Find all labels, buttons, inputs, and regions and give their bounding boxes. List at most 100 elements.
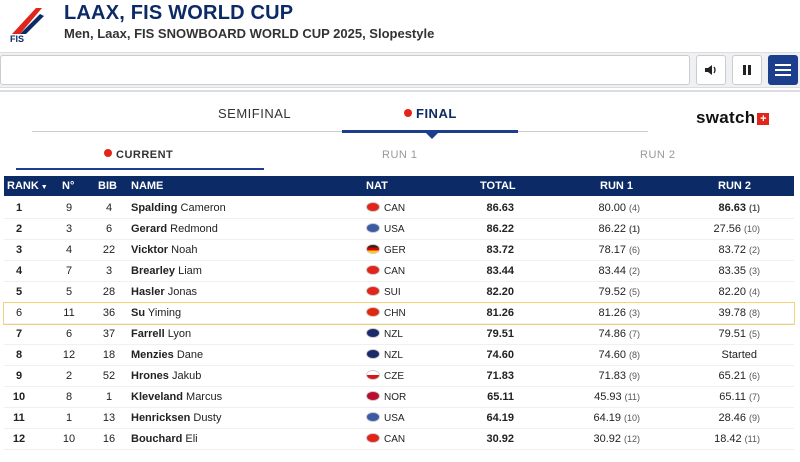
table-row[interactable]: 5 5 28 Hasler Jonas SUI 82.20 79.52 (5) 8…: [4, 282, 794, 303]
run2-cell: 65.11 (7): [719, 391, 760, 403]
flag-icon: [366, 349, 380, 359]
table-row[interactable]: 12 10 16 Bouchard Eli CAN 30.92 30.92 (12…: [4, 429, 794, 450]
total-cell: 82.20: [486, 286, 514, 298]
svg-text:FIS: FIS: [10, 34, 24, 44]
rank-cell: 5: [15, 286, 23, 298]
rank-cell: 2: [15, 223, 23, 235]
total-cell: 64.19: [486, 412, 514, 424]
run1-cell: 81.26 (3): [598, 307, 640, 319]
athlete-name[interactable]: Brearley Liam: [131, 265, 202, 277]
no-cell: 7: [65, 265, 73, 277]
nation-cell: CHN: [366, 307, 406, 319]
table-row[interactable]: 7 6 37 Farrell Lyon NZL 79.51 74.86 (7) 7…: [4, 324, 794, 345]
no-cell: 5: [65, 286, 73, 298]
tab-final-label: FINAL: [416, 106, 457, 121]
table-row[interactable]: 9 2 52 Hrones Jakub CZE 71.83 71.83 (9) 6…: [4, 366, 794, 387]
run1-cell: 83.44 (2): [598, 265, 640, 277]
table-row[interactable]: 3 4 22 Vicktor Noah GER 83.72 78.17 (6) 8…: [4, 240, 794, 261]
run2-cell: 27.56 (10): [713, 223, 760, 235]
athlete-name[interactable]: Bouchard Eli: [131, 433, 198, 445]
run1-cell: 64.19 (10): [593, 412, 640, 424]
bib-cell: 4: [105, 202, 113, 214]
table-row[interactable]: 11 1 13 Henricksen Dusty USA 64.19 64.19…: [4, 408, 794, 429]
nation-cell: SUI: [366, 286, 401, 298]
menu-button[interactable]: [768, 55, 798, 85]
results-table-header: RANK ▼ N° BIB NAME NAT TOTAL RUN 1 RUN 2: [4, 176, 794, 196]
athlete-name[interactable]: Su Yiming: [131, 307, 182, 319]
tab-semifinal[interactable]: SEMIFINAL: [218, 106, 292, 121]
fis-logo-icon[interactable]: FIS: [6, 4, 50, 44]
header-no: N°: [62, 180, 75, 192]
hamburger-icon: [775, 64, 791, 76]
bib-cell: 18: [102, 349, 116, 361]
run1-cell: 74.60 (8): [598, 349, 640, 361]
athlete-name[interactable]: Kleveland Marcus: [131, 391, 223, 403]
table-row[interactable]: 1 9 4 Spalding Cameron CAN 86.63 80.00 (4…: [4, 198, 794, 219]
athlete-name[interactable]: Vicktor Noah: [131, 244, 198, 256]
tabs-divider: [32, 131, 648, 132]
nation-cell: NZL: [366, 328, 403, 340]
tab-final[interactable]: FINAL: [404, 106, 457, 121]
page-title: LAAX, FIS WORLD CUP: [64, 2, 294, 24]
no-cell: 8: [65, 391, 73, 403]
athlete-name[interactable]: Hrones Jakub: [131, 370, 202, 382]
header-total: TOTAL: [480, 180, 516, 192]
rank-cell: 6: [15, 307, 23, 319]
athlete-name[interactable]: Farrell Lyon: [131, 328, 192, 340]
athlete-name[interactable]: Henricksen Dusty: [131, 412, 222, 424]
athlete-name[interactable]: Spalding Cameron: [131, 202, 226, 214]
total-cell: 65.11: [487, 391, 514, 403]
total-cell: 81.26: [486, 307, 514, 319]
rank-cell: 8: [15, 349, 23, 361]
table-row[interactable]: 2 3 6 Gerard Redmond USA 86.22 86.22 (1) …: [4, 219, 794, 240]
subtab-run2[interactable]: RUN 2: [640, 149, 676, 161]
run1-cell: 78.17 (6): [598, 244, 640, 256]
table-row-highlighted[interactable]: 6 11 36 Su Yiming CHN 81.26 81.26 (3) 39.…: [3, 302, 795, 325]
subtab-indicator: [16, 168, 264, 170]
rank-cell: 11: [13, 412, 25, 424]
athlete-name[interactable]: Menzies Dane: [131, 349, 204, 361]
athlete-name[interactable]: Hasler Jonas: [131, 286, 198, 298]
header-nat: NAT: [366, 180, 388, 192]
pause-button[interactable]: [732, 55, 762, 85]
table-row[interactable]: 10 8 1 Kleveland Marcus NOR 65.11 45.93(…: [4, 387, 794, 408]
bib-cell: 36: [102, 307, 116, 319]
table-row[interactable]: 4 7 3 Brearley Liam CAN 83.44 83.44 (2) 8…: [4, 261, 794, 282]
run1-cell: 86.22 (1): [598, 223, 640, 235]
run1-cell: 30.92 (12): [593, 433, 640, 445]
run1-cell: 80.00 (4): [598, 202, 640, 214]
nation-cell: USA: [366, 223, 405, 235]
nation-cell: CZE: [366, 370, 404, 382]
rank-cell: 7: [15, 328, 23, 340]
subtab-current[interactable]: CURRENT: [104, 149, 173, 161]
table-row[interactable]: 8 12 18 Menzies Dane NZL 74.60 74.60 (8) …: [4, 345, 794, 366]
live-dot-icon: [404, 109, 412, 117]
rank-cell: 1: [15, 202, 23, 214]
run2-cell: 18.42 (11): [714, 433, 760, 445]
bib-cell: 37: [102, 328, 116, 340]
flag-icon: [366, 370, 380, 380]
results-table-body: 1 9 4 Spalding Cameron CAN 86.63 80.00 (4…: [3, 198, 795, 450]
no-cell: 2: [65, 370, 73, 382]
header-rank[interactable]: RANK ▼: [7, 180, 48, 192]
athlete-name[interactable]: Gerard Redmond: [131, 223, 218, 235]
header-run1: RUN 1: [600, 180, 634, 192]
run2-cell: 39.78 (8): [718, 307, 760, 319]
no-cell: 9: [65, 202, 73, 214]
flag-icon: [366, 433, 380, 443]
toolbar: [0, 52, 800, 88]
sound-button[interactable]: [696, 55, 726, 85]
no-cell: 11: [63, 307, 75, 319]
rank-cell: 3: [15, 244, 23, 256]
swiss-cross-icon: +: [757, 113, 770, 125]
bib-cell: 3: [105, 265, 113, 277]
flag-icon: [366, 202, 380, 212]
nation-cell: CAN: [366, 433, 405, 445]
search-input[interactable]: [0, 55, 690, 85]
no-cell: 6: [65, 328, 73, 340]
subtab-run1[interactable]: RUN 1: [382, 149, 418, 161]
run2-cell: 65.21 (6): [718, 370, 760, 382]
nation-cell: CAN: [366, 265, 405, 277]
total-cell: 74.60: [486, 349, 514, 361]
nation-cell: NZL: [366, 349, 403, 361]
